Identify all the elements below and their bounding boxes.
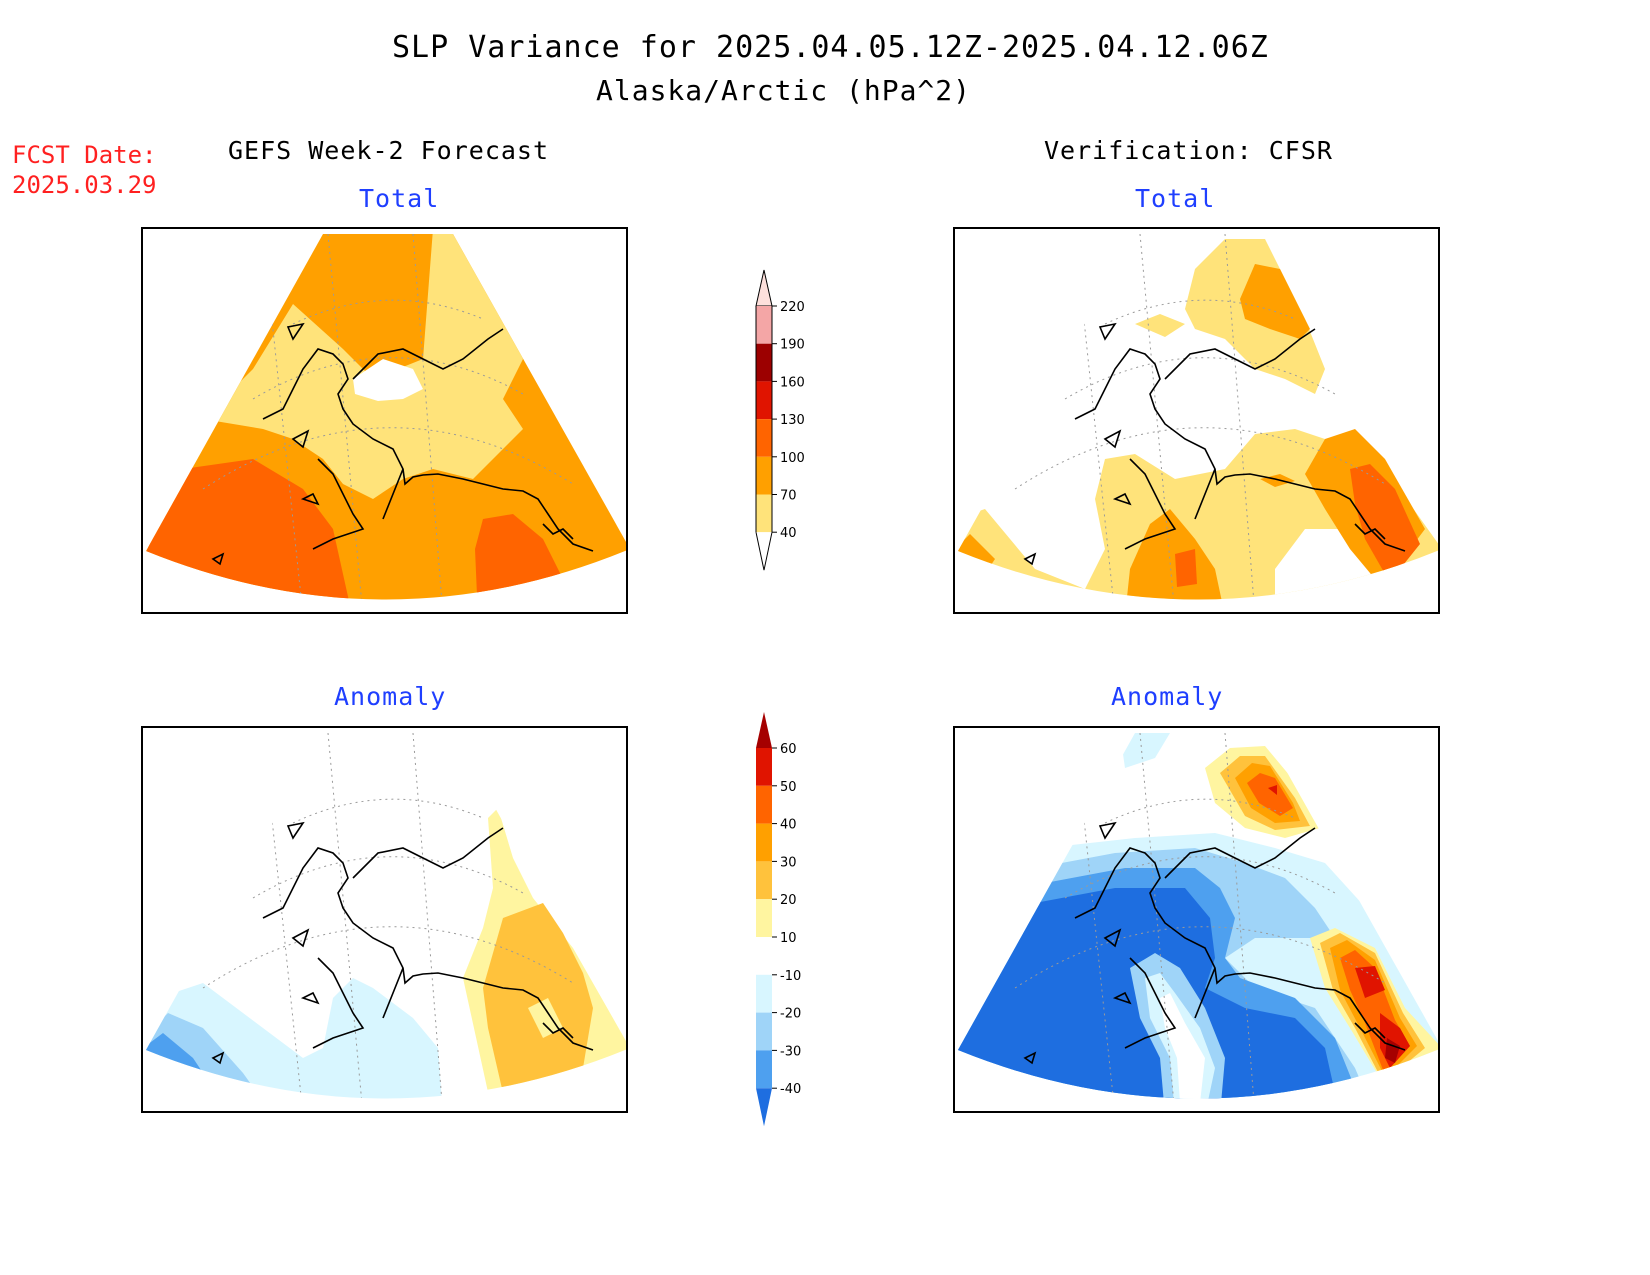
colorbar-tick-label: -10 [780,969,801,984]
colorbar-segment [756,1012,772,1051]
colorbar-tick-label: 220 [780,300,805,315]
shade-m10-m20-north [1120,733,1170,768]
shade-40-50-north [1247,773,1293,816]
colorbar-segment [756,1050,772,1089]
verification-total-title: Total [1135,184,1216,213]
forecast-total-map [141,227,628,614]
shade-70-100-south [1125,509,1225,600]
colorbar-segment [756,748,772,786]
colorbar-cap-bottom [756,1088,772,1127]
colorbar-segment [756,494,772,533]
colorbar-segment [756,823,772,862]
forecast-date-value: 2025.03.29 [12,171,157,199]
colorbar-tick-label: -20 [780,1007,801,1022]
coastlines [1023,821,1406,1065]
colorbar-segment [756,419,772,457]
coastlines [1023,322,1406,566]
anomaly-colorbar: 60 50 40 30 20 10 -10 -20 -30 -40 [756,712,801,1127]
colorbar-tick-label: 100 [780,451,805,466]
coastlines [211,322,594,566]
colorbar-tick-label: 190 [780,338,805,353]
verification-total-map [953,227,1440,614]
colorbar-segment [756,456,772,495]
shade-50-60-east [1355,966,1385,998]
shade-10-20-inner [528,998,563,1038]
colorbar-segment [756,974,772,1013]
colorbar-segment [756,381,772,420]
coastlines [211,821,594,1065]
colorbar-segment [756,785,772,824]
colorbar-tick-label: 30 [780,855,797,870]
colorbar-tick-label: 40 [780,526,797,541]
colorbar-segment [756,306,772,344]
shade-40-70-blob [1135,314,1185,337]
colorbar-tick-label: 40 [780,818,797,833]
shade-100-130-east [1350,464,1420,574]
verification-column-heading: Verification: CFSR [1044,136,1333,165]
shade-neutral-tongue [1160,993,1205,1099]
colorbar-tick-label: 130 [780,413,805,428]
colorbar-segment [756,937,772,975]
forecast-anomaly-title: Anomaly [334,682,447,711]
forecast-column-heading: GEFS Week-2 Forecast [228,136,550,165]
shade-50-60-north [1268,785,1277,795]
shade-40-70 [203,234,523,499]
forecast-date-label: FCST Date: [12,141,157,169]
total-colorbar: 220 190 160 130 100 70 40 [755,269,805,571]
graticule [1014,234,1386,600]
colorbar-tick-label: 160 [780,375,805,390]
colorbar-tick-label: 10 [780,931,797,946]
colorbar-tick-label: -30 [780,1044,801,1059]
verification-anomaly-map [953,726,1440,1113]
verification-anomaly-title: Anomaly [1111,682,1224,711]
forecast-anomaly-map [141,726,628,1113]
colorbar-tick-label: 20 [780,893,797,908]
graticule [1014,733,1386,1099]
colorbar-segment [756,343,772,382]
colorbar-tick-label: 70 [780,489,797,504]
shade-70-100-north [1240,264,1310,339]
forecast-total-title: Total [359,184,440,213]
forecast-date: FCST Date: 2025.03.29 [12,140,157,200]
chart-subtitle: Alaska/Arctic (hPa^2) [596,74,972,107]
colorbar-segment [756,899,772,937]
colorbar-cap-top [755,269,773,307]
shade-100-130-south [1175,549,1197,587]
colorbar-cap-bottom [755,532,773,571]
colorbar-tick-label: 60 [780,742,797,757]
colorbar-tick-label: -40 [780,1082,801,1097]
colorbar-segment [756,861,772,900]
chart-title: SLP Variance for 2025.04.05.12Z-2025.04.… [392,30,1269,65]
graticule [202,234,574,600]
colorbar-tick-label: 50 [780,780,797,795]
colorbar-cap-top [756,712,772,748]
shade-below-40 [353,359,423,401]
graticule [202,733,574,1099]
